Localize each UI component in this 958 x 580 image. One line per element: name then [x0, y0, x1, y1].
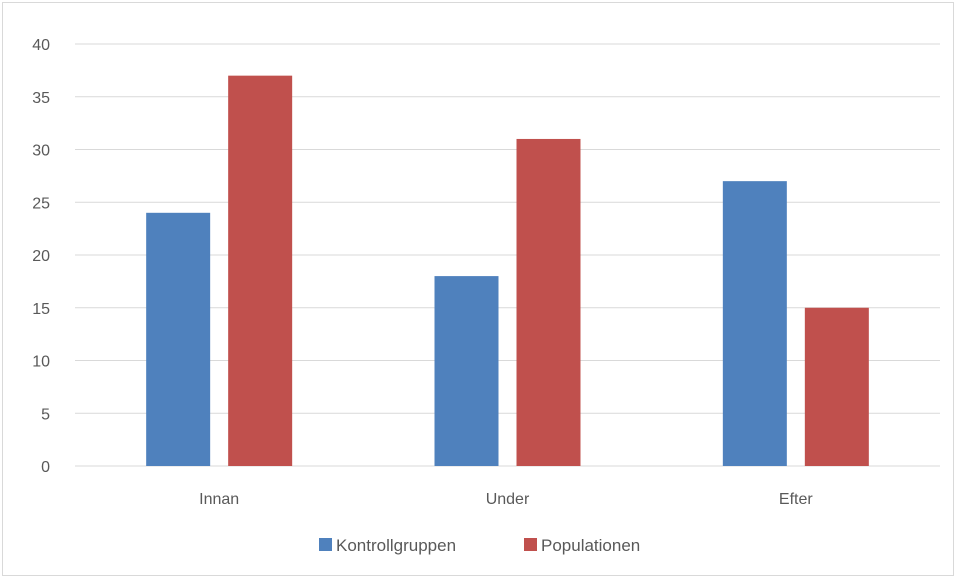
- legend-swatch-kontrollgruppen: [319, 538, 332, 551]
- x-tick-label-under: Under: [486, 491, 530, 508]
- legend-label-kontrollgruppen: Kontrollgruppen: [336, 536, 456, 555]
- bars: [146, 75, 869, 467]
- y-tick-label-0: 0: [41, 459, 50, 476]
- y-tick-label-20: 20: [32, 248, 50, 265]
- x-tick-label-innan: Innan: [199, 491, 239, 508]
- bar-kontrollgruppen-innan: [146, 212, 211, 466]
- bar-populationen-under: [516, 138, 581, 466]
- y-axis: 0 5 10 15 20 25 30 35 40: [32, 37, 50, 476]
- x-axis: Innan Under Efter: [199, 491, 813, 508]
- bar-populationen-efter: [804, 307, 869, 466]
- y-tick-label-10: 10: [32, 354, 50, 371]
- gridlines: [75, 43, 940, 467]
- legend: Kontrollgruppen Populationen: [319, 536, 640, 555]
- y-tick-label-15: 15: [32, 301, 50, 318]
- bar-populationen-innan: [228, 75, 293, 467]
- y-tick-label-35: 35: [32, 90, 50, 107]
- x-tick-label-efter: Efter: [779, 491, 813, 508]
- legend-label-populationen: Populationen: [541, 536, 640, 555]
- y-tick-label-5: 5: [41, 406, 50, 423]
- bar-kontrollgruppen-efter: [722, 181, 787, 466]
- y-tick-label-40: 40: [32, 37, 50, 54]
- legend-swatch-populationen: [524, 538, 537, 551]
- y-tick-label-30: 30: [32, 143, 50, 160]
- bar-kontrollgruppen-under: [434, 276, 499, 466]
- y-tick-label-25: 25: [32, 195, 50, 212]
